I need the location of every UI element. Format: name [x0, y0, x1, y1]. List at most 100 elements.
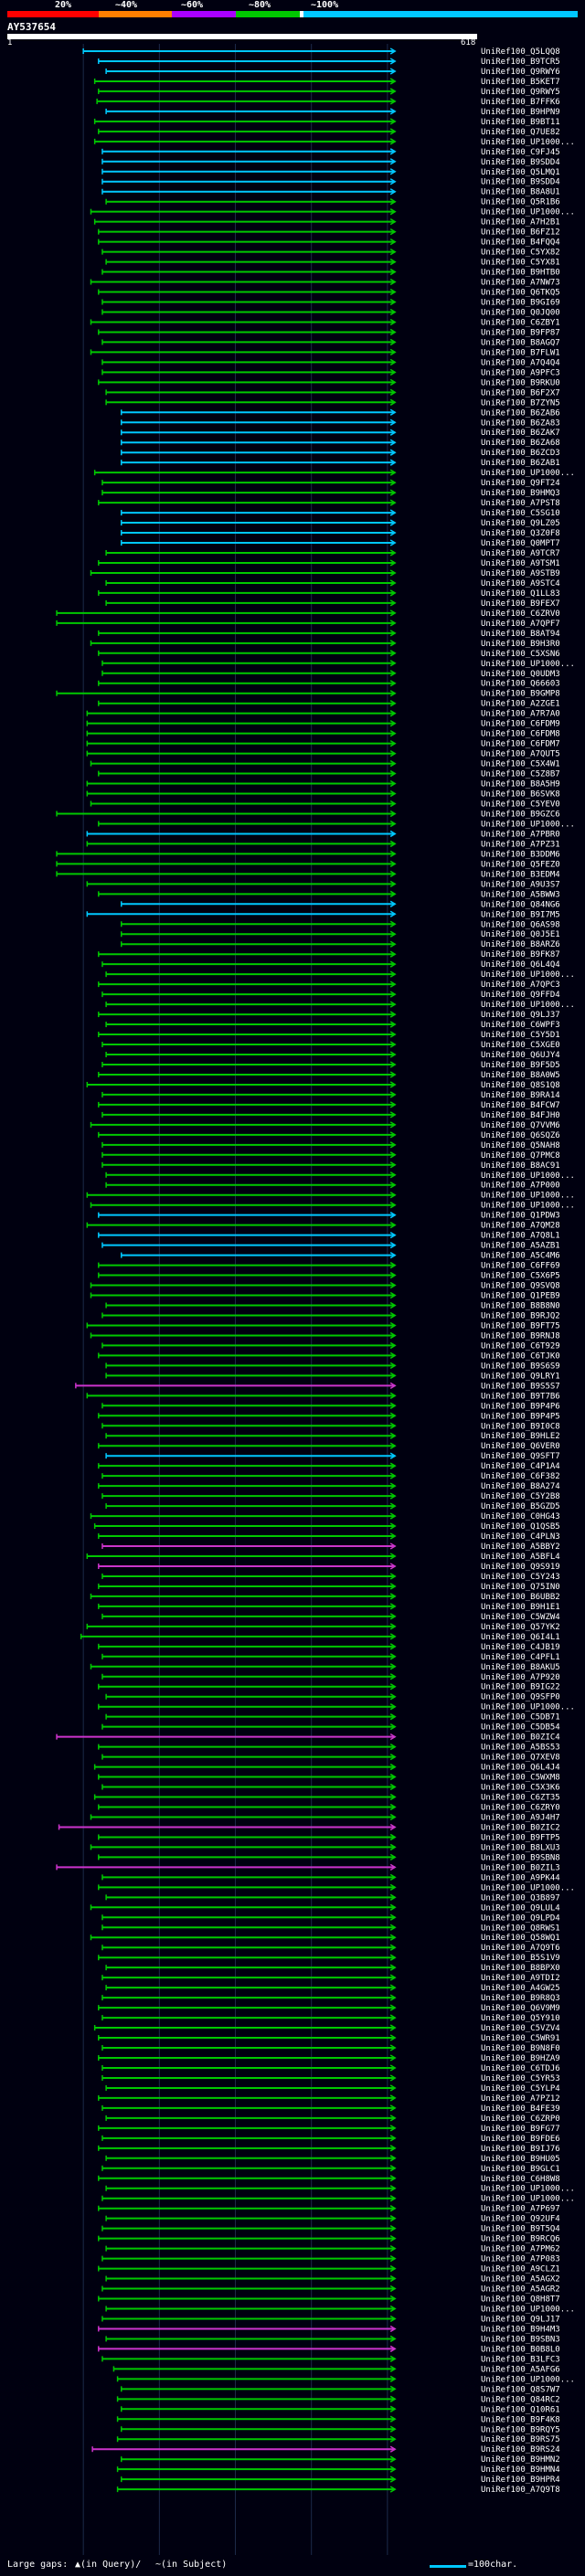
hit-label[interactable]: UniRef100_C6ZT35 — [481, 1794, 560, 1803]
hit-label[interactable]: UniRef100_B9RKU0 — [481, 378, 560, 387]
hit-label[interactable]: UniRef100_B9S6S9 — [481, 1362, 560, 1371]
hit-label[interactable]: UniRef100_A7Q9T6 — [481, 1944, 560, 1953]
hit-label[interactable]: UniRef100_B9RS24 — [481, 2445, 560, 2454]
hit-label[interactable]: UniRef100_Q9LZ05 — [481, 519, 560, 528]
hit-label[interactable]: UniRef100_Q7UE82 — [481, 128, 560, 137]
hit-label[interactable]: UniRef100_Q58WQ1 — [481, 1934, 560, 1943]
hit-label[interactable]: UniRef100_B9FT75 — [481, 1321, 560, 1330]
hit-label[interactable]: UniRef100_B8AT94 — [481, 630, 560, 639]
hit-label[interactable]: UniRef100_C5YX82 — [481, 249, 560, 258]
hit-label[interactable]: UniRef100_Q7PMC8 — [481, 1151, 560, 1161]
hit-label[interactable]: UniRef100_A4GW25 — [481, 1984, 560, 1993]
hit-label[interactable]: UniRef100_Q0J5E1 — [481, 930, 560, 939]
hit-label[interactable]: UniRef100_UP1000... — [481, 208, 575, 217]
hit-label[interactable]: UniRef100_B6ZA83 — [481, 419, 560, 428]
hit-label[interactable]: UniRef100_B8AC91 — [481, 1161, 560, 1171]
hit-label[interactable]: UniRef100_B6ZAK7 — [481, 429, 560, 438]
hit-label[interactable]: UniRef100_A7QUT5 — [481, 750, 560, 759]
hit-label[interactable]: UniRef100_B9I7M5 — [481, 910, 560, 919]
hit-label[interactable]: UniRef100_A5C4M6 — [481, 1252, 560, 1261]
hit-label[interactable]: UniRef100_Q92UF4 — [481, 2215, 560, 2224]
hit-label[interactable]: UniRef100_UP1000... — [481, 2306, 575, 2315]
hit-label[interactable]: UniRef100_Q6L4Q4 — [481, 960, 560, 970]
hit-label[interactable]: UniRef100_A7P083 — [481, 2255, 560, 2264]
hit-label[interactable]: UniRef100_A9TDI2 — [481, 1974, 560, 1983]
hit-label[interactable]: UniRef100_Q0MPT7 — [481, 539, 560, 548]
hit-label[interactable]: UniRef100_UP1000... — [481, 1171, 575, 1181]
hit-label[interactable]: UniRef100_A7QPC3 — [481, 981, 560, 990]
hit-label[interactable]: UniRef100_Q5LQQ8 — [481, 48, 560, 57]
hit-label[interactable]: UniRef100_Q1LL83 — [481, 589, 560, 599]
hit-label[interactable]: UniRef100_B0ZIC4 — [481, 1733, 560, 1743]
hit-label[interactable]: UniRef100_C5Z8B7 — [481, 770, 560, 779]
hit-label[interactable]: UniRef100_C6ZRY0 — [481, 1804, 560, 1813]
hit-label[interactable]: UniRef100_Q6TKQ5 — [481, 289, 560, 298]
hit-label[interactable]: UniRef100_UP1000... — [481, 1192, 575, 1201]
hit-label[interactable]: UniRef100_C9FJ45 — [481, 148, 560, 157]
hit-label[interactable]: UniRef100_B9GI69 — [481, 299, 560, 308]
hit-label[interactable]: UniRef100_A7Q9T8 — [481, 2486, 560, 2495]
hit-label[interactable]: UniRef100_Q10R61 — [481, 2405, 560, 2414]
hit-label[interactable]: UniRef100_Q9SFT7 — [481, 1452, 560, 1461]
hit-label[interactable]: UniRef100_A7R7A0 — [481, 710, 560, 719]
hit-label[interactable]: UniRef100_Q57YK2 — [481, 1623, 560, 1632]
hit-label[interactable]: UniRef100_C4JB19 — [481, 1643, 560, 1652]
hit-label[interactable]: UniRef100_C5WZW4 — [481, 1613, 560, 1622]
hit-label[interactable]: UniRef100_UP1000... — [481, 2195, 575, 2204]
hit-label[interactable]: UniRef100_B9FG77 — [481, 2125, 560, 2134]
hit-label[interactable]: UniRef100_C5VZV4 — [481, 2024, 560, 2033]
hit-label[interactable]: UniRef100_B9HZA9 — [481, 2054, 560, 2063]
hit-label[interactable]: UniRef100_C5DB54 — [481, 1723, 560, 1733]
hit-label[interactable]: UniRef100_Q9SVQ8 — [481, 1282, 560, 1291]
hit-label[interactable]: UniRef100_Q9LRY1 — [481, 1372, 560, 1381]
hit-label[interactable]: UniRef100_B3LFC3 — [481, 2355, 560, 2364]
hit-label[interactable]: UniRef100_A7P920 — [481, 1673, 560, 1682]
hit-label[interactable]: UniRef100_C6H8W8 — [481, 2175, 560, 2184]
hit-label[interactable]: UniRef100_C6ZBY1 — [481, 318, 560, 327]
hit-label[interactable]: UniRef100_Q6SQZ6 — [481, 1131, 560, 1140]
hit-label[interactable]: UniRef100_A9TSM1 — [481, 559, 560, 568]
hit-label[interactable]: UniRef100_A7PZ12 — [481, 2094, 560, 2104]
hit-label[interactable]: UniRef100_C5WR91 — [481, 2034, 560, 2043]
hit-label[interactable]: UniRef100_B8ARZ6 — [481, 940, 560, 949]
hit-label[interactable]: UniRef100_B8AKU5 — [481, 1663, 560, 1672]
hit-label[interactable]: UniRef100_Q8S7W7 — [481, 2385, 560, 2394]
hit-label[interactable]: UniRef100_C5SG10 — [481, 509, 560, 518]
hit-label[interactable]: UniRef100_C6FDM8 — [481, 730, 560, 739]
hit-label[interactable]: UniRef100_A7Q8L1 — [481, 1232, 560, 1241]
hit-label[interactable]: UniRef100_UP1000... — [481, 1703, 575, 1712]
hit-label[interactable]: UniRef100_Q1PDW3 — [481, 1212, 560, 1221]
hit-label[interactable]: UniRef100_Q8H8T7 — [481, 2295, 560, 2305]
hit-label[interactable]: UniRef100_Q3B897 — [481, 1893, 560, 1903]
hit-label[interactable]: UniRef100_Q9LPD4 — [481, 1913, 560, 1923]
hit-label[interactable]: UniRef100_UP1000... — [481, 1202, 575, 1211]
hit-label[interactable]: UniRef100_Q5FEZ0 — [481, 860, 560, 869]
hit-label[interactable]: UniRef100_B8A274 — [481, 1482, 560, 1491]
hit-label[interactable]: UniRef100_B9H4M3 — [481, 2325, 560, 2334]
hit-label[interactable]: UniRef100_Q5LMQ1 — [481, 168, 560, 177]
hit-label[interactable]: UniRef100_B9HMN4 — [481, 2465, 560, 2475]
hit-label[interactable]: UniRef100_UP1000... — [481, 1001, 575, 1010]
hit-label[interactable]: UniRef100_Q7XEV8 — [481, 1754, 560, 1763]
hit-label[interactable]: UniRef100_B6ZCD3 — [481, 449, 560, 458]
hit-label[interactable]: UniRef100_B0ZIL3 — [481, 1863, 560, 1872]
hit-label[interactable]: UniRef100_C6WPF3 — [481, 1021, 560, 1030]
hit-label[interactable]: UniRef100_B9T7B6 — [481, 1392, 560, 1401]
hit-label[interactable]: UniRef100_UP1000... — [481, 970, 575, 980]
hit-label[interactable]: UniRef100_B9HMQ3 — [481, 489, 560, 498]
hit-label[interactable]: UniRef100_C6FDM9 — [481, 720, 560, 729]
hit-label[interactable]: UniRef100_A9J4H7 — [481, 1813, 560, 1822]
hit-label[interactable]: UniRef100_Q8S1Q8 — [481, 1081, 560, 1090]
hit-label[interactable]: UniRef100_B3DDM6 — [481, 850, 560, 859]
hit-label[interactable]: UniRef100_C4PLN3 — [481, 1532, 560, 1542]
hit-label[interactable]: UniRef100_C5DB71 — [481, 1713, 560, 1723]
hit-label[interactable]: UniRef100_C5XSN6 — [481, 650, 560, 659]
hit-label[interactable]: UniRef100_B8A0W5 — [481, 1071, 560, 1080]
hit-label[interactable]: UniRef100_B9N8F0 — [481, 2044, 560, 2053]
hit-label[interactable]: UniRef100_A9TCR7 — [481, 549, 560, 558]
hit-label[interactable]: UniRef100_B9H3R0 — [481, 640, 560, 649]
hit-label[interactable]: UniRef100_B9T5Q4 — [481, 2225, 560, 2234]
hit-label[interactable]: UniRef100_B9HU05 — [481, 2155, 560, 2164]
hit-label[interactable]: UniRef100_C4PFL1 — [481, 1653, 560, 1662]
hit-label[interactable]: UniRef100_B9HMN2 — [481, 2455, 560, 2465]
